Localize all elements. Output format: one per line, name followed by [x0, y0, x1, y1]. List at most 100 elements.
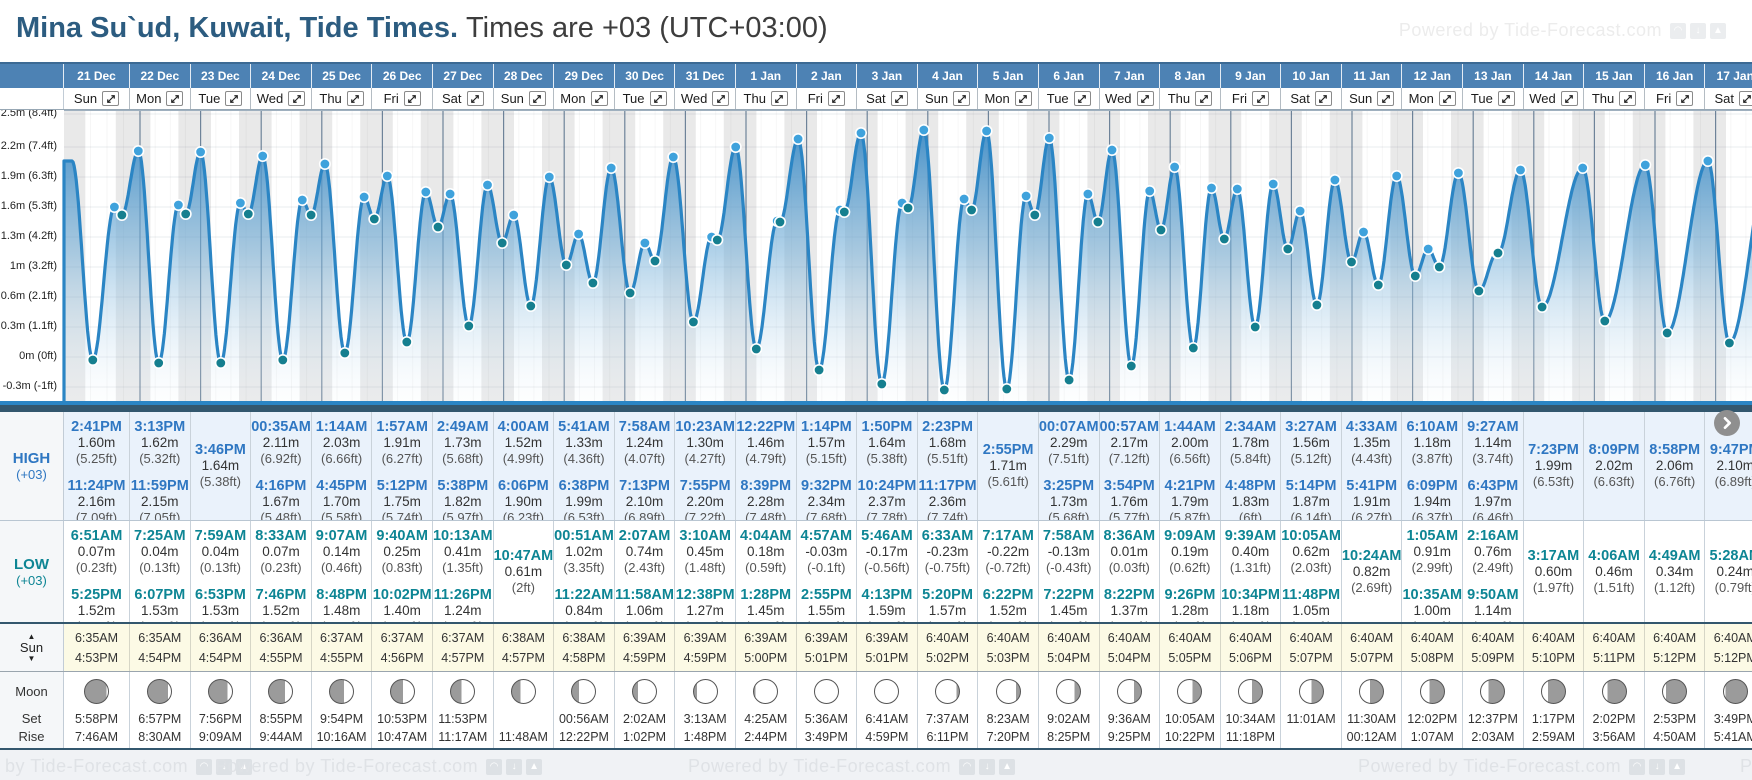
tide-height-ft: (7.48ft)	[745, 510, 787, 520]
expand-day-button[interactable]	[528, 91, 546, 106]
high-tide-marker	[1294, 205, 1307, 218]
expand-icon	[1141, 94, 1149, 103]
expand-day-button[interactable]	[1497, 91, 1515, 106]
sun-sort-down-icon[interactable]: ▼	[27, 654, 36, 663]
low-tide-marker	[1433, 261, 1446, 274]
down-arrow-icon: ↓	[1649, 758, 1666, 775]
expand-day-button[interactable]	[1073, 91, 1091, 106]
tide-time: 8:39PM	[740, 478, 792, 494]
expand-day-button[interactable]	[1676, 91, 1694, 106]
expand-day-button[interactable]	[346, 91, 364, 106]
y-axis-label: 1m (3.2ft)	[9, 260, 57, 272]
high-tide-entry: 2:55PM 1.71m (5.61ft)	[978, 442, 1038, 490]
expand-day-button[interactable]	[1560, 91, 1578, 106]
sunrise-time: 6:40AM	[986, 631, 1030, 645]
expand-day-button[interactable]	[288, 91, 306, 106]
expand-day-button[interactable]	[166, 91, 184, 106]
tide-height-ft: (1.48ft)	[684, 560, 726, 575]
tide-height-m: 1.90m	[504, 494, 543, 509]
expand-day-button[interactable]	[1314, 91, 1332, 106]
expand-day-button[interactable]	[1619, 91, 1637, 106]
expand-day-button[interactable]	[1195, 91, 1213, 106]
expand-icon	[957, 94, 966, 103]
weekday-label: Wed	[1105, 91, 1132, 106]
weekday-cell: Tue	[1463, 88, 1524, 109]
expand-day-button[interactable]	[1438, 91, 1456, 106]
expand-day-button[interactable]	[953, 91, 971, 106]
tide-height-m: 0.41m	[444, 544, 482, 559]
footer-watermark-strip: Powered by Tide-Forecast.com◠↓▲Powered b…	[0, 748, 1752, 780]
expand-icon	[1319, 94, 1328, 103]
high-tide-cell: 1:14PM 1.57m (5.15ft) 9:32PM 2.34m (7.68ft)	[796, 412, 858, 520]
high-tide-marker	[1205, 182, 1218, 195]
expand-day-button[interactable]	[403, 91, 421, 106]
sunset-time: 5:03PM	[986, 651, 1030, 665]
moonrise-time: 10:47AM	[377, 730, 428, 744]
tide-time: 7:25AM	[134, 528, 186, 544]
expand-day-button[interactable]	[225, 91, 243, 106]
expand-day-button[interactable]	[649, 91, 667, 106]
expand-day-button[interactable]	[1252, 91, 1270, 106]
sunrise-time: 6:40AM	[1350, 631, 1394, 645]
expand-day-button[interactable]	[1738, 91, 1752, 106]
tide-height-ft: (6.76ft)	[1654, 474, 1696, 489]
date-header-cell: 25 Dec	[312, 64, 373, 88]
tide-height-m: 1.24m	[444, 603, 482, 618]
expand-day-button[interactable]	[1136, 91, 1154, 106]
moonrise-time: 10:22PM	[1164, 730, 1215, 744]
moon-cell: 12:37PM 2:03AM	[1463, 672, 1524, 748]
expand-day-button[interactable]	[827, 91, 845, 106]
expand-icon	[229, 94, 238, 103]
sun-sort-up-icon[interactable]: ▲	[27, 632, 36, 641]
watermark-icons: ◠ ↓ ▲	[1670, 22, 1726, 39]
moon-phase-icon	[1480, 678, 1506, 704]
high-tide-cell: 1:44AM 2.00m (6.56ft) 4:21PM 1.79m (5.87ft)	[1160, 412, 1221, 520]
low-tide-marker	[305, 209, 318, 222]
tide-height-ft: (-0.75ft)	[924, 560, 971, 575]
tide-height-ft: (3.87ft)	[1221, 619, 1281, 622]
moonset-time: 7:37AM	[925, 712, 970, 726]
expand-day-button[interactable]	[890, 91, 908, 106]
expand-day-button[interactable]	[712, 91, 730, 106]
tide-height-ft: (5.32ft)	[139, 451, 181, 466]
tide-time: 6:51AM	[70, 528, 123, 544]
weekday-cell: Tue	[191, 88, 252, 109]
next-period-button[interactable]	[1714, 410, 1740, 436]
low-tide-entry: 3:10AM 0.45m (1.48ft)	[675, 528, 735, 576]
moonrise-time: 1:48PM	[683, 730, 727, 744]
weekday-label: Sun	[73, 91, 98, 106]
expand-day-button[interactable]	[770, 91, 788, 106]
sunrise-time: 6:40AM	[1107, 631, 1151, 645]
date-header-cell: 31 Dec	[675, 64, 736, 88]
moon-phase-icon	[1722, 678, 1748, 704]
sunrise-time: 6:39AM	[865, 631, 909, 645]
tide-height-ft: (3.28ft)	[1402, 619, 1462, 622]
expand-day-button[interactable]	[1014, 91, 1032, 106]
tide-height-m: 1.27m	[686, 603, 724, 618]
expand-day-button[interactable]	[102, 91, 120, 106]
moonset-time: 10:05AM	[1164, 712, 1215, 726]
tide-height-ft: (5.77ft)	[1108, 510, 1150, 520]
tide-time: 7:58AM	[618, 419, 671, 435]
tide-height-ft: (4.36ft)	[563, 451, 605, 466]
low-tide-marker	[560, 259, 573, 272]
expand-day-button[interactable]	[466, 91, 484, 106]
moonset-time: 10:34AM	[1225, 712, 1276, 726]
tide-height-m: 1.28m	[1171, 603, 1209, 618]
chart-table-divider	[0, 405, 1752, 412]
tide-time: 6:53PM	[195, 587, 246, 603]
tide-time: 4:13PM	[861, 587, 913, 603]
expand-day-button[interactable]	[1377, 91, 1395, 106]
moonrise-time: 8:25PM	[1047, 730, 1091, 744]
sunset-time: 4:53PM	[74, 651, 119, 665]
sun-times-cell: 6:40AM 5:12PM	[1705, 624, 1752, 671]
tide-height-ft: (0.23ft)	[260, 560, 302, 575]
down-arrow-icon: ↓	[216, 758, 233, 775]
expand-day-button[interactable]	[590, 91, 608, 106]
moonrise-time: 11:17AM	[438, 730, 488, 744]
tide-height-m: 1.24m	[625, 435, 664, 450]
